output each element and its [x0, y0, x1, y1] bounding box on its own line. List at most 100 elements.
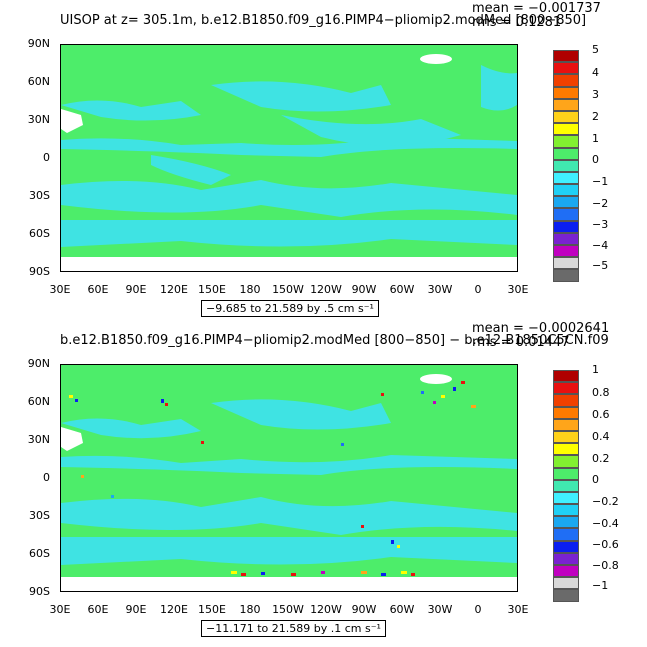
colorbar-swatch [553, 159, 579, 172]
colorbar-swatch [553, 394, 579, 407]
colorbar [553, 370, 579, 602]
lon-tick: 0 [474, 603, 482, 616]
colorbar-swatch [553, 528, 579, 541]
colorbar-swatch [553, 147, 579, 160]
colorbar-label: −5 [592, 259, 609, 272]
colorbar-label: −2 [592, 197, 609, 210]
lat-tick: 30N [27, 433, 50, 446]
range-label: −11.171 to 21.589 by .1 cm s⁻¹ [201, 620, 386, 637]
lon-tick: 90W [351, 603, 377, 616]
range-label: −9.685 to 21.589 by .5 cm s⁻¹ [201, 300, 379, 317]
lat-tick: 60N [27, 395, 50, 408]
colorbar-swatch [553, 552, 579, 565]
colorbar-label: 1 [592, 132, 599, 145]
lon-tick: 30E [49, 603, 71, 616]
colorbar-swatch [553, 123, 579, 136]
colorbar-swatch [553, 504, 579, 517]
lon-tick: 150W [272, 283, 304, 296]
colorbar-swatch [553, 430, 579, 444]
antarctic-missing [61, 257, 517, 271]
rms-value: rms = 0.01447 [472, 335, 570, 350]
lon-tick: 120E [160, 283, 188, 296]
colorbar-swatch [553, 208, 579, 221]
anomaly-specks [69, 381, 476, 576]
map-svg [61, 45, 517, 271]
colorbar [553, 50, 579, 282]
lon-tick: 60E [87, 603, 109, 616]
lat-tick: 30N [27, 113, 50, 126]
colorbar-swatch [553, 467, 579, 480]
colorbar-label: −0.6 [592, 538, 619, 551]
lon-tick: 30W [427, 283, 453, 296]
lat-tick: 90S [29, 265, 50, 278]
lon-tick: 60W [389, 603, 415, 616]
lon-tick: 90E [125, 283, 147, 296]
lat-tick: 60S [29, 547, 50, 560]
colorbar-label: 0 [592, 153, 599, 166]
lat-tick: 30S [29, 509, 50, 522]
panel-title: UISOP at z= 305.1m, b.e12.B1850.f09_g16.… [60, 13, 587, 28]
colorbar-label: −3 [592, 218, 609, 231]
colorbar-swatch [553, 418, 579, 431]
colorbar-swatch [553, 171, 579, 185]
lon-tick: 90E [125, 603, 147, 616]
colorbar-swatch [553, 479, 579, 492]
colorbar-label: 5 [592, 43, 599, 56]
lon-tick: 90W [351, 283, 377, 296]
lat-tick: 90S [29, 585, 50, 598]
colorbar-label: 0.6 [592, 408, 610, 421]
map-plot [60, 44, 518, 272]
lat-tick: 90N [27, 37, 50, 50]
colorbar-label: 2 [592, 110, 599, 123]
lon-tick: 30E [507, 603, 529, 616]
colorbar-label: −0.4 [592, 517, 619, 530]
colorbar-swatch [553, 382, 579, 395]
lat-tick: 0 [43, 471, 50, 484]
colorbar-swatch [553, 135, 579, 148]
lon-tick: 60W [389, 283, 415, 296]
lat-tick: 90N [27, 357, 50, 370]
lat-tick: 0 [43, 151, 50, 164]
colorbar-swatch [553, 443, 579, 456]
lon-tick: 150E [198, 603, 226, 616]
colorbar-swatch [553, 232, 579, 245]
lon-tick: 120E [160, 603, 188, 616]
panel-title: b.e12.B1850.f09_g16.PIMP4−pliomip2.modMe… [60, 333, 609, 348]
coast-missing [61, 109, 83, 133]
colorbar-swatch [553, 455, 579, 468]
colorbar-swatch [553, 74, 579, 87]
lon-tick: 30E [49, 283, 71, 296]
colorbar-label: −1 [592, 175, 609, 188]
lon-tick: 120W [310, 283, 342, 296]
negative-bands [61, 65, 517, 247]
colorbar-swatch [553, 184, 579, 197]
colorbar-label: 0.4 [592, 430, 610, 443]
lon-tick: 0 [474, 283, 482, 296]
colorbar-swatch [553, 62, 579, 75]
mean-value: mean = −0.001737 [472, 1, 601, 16]
colorbar-swatch [553, 50, 579, 63]
colorbar-swatch [553, 220, 579, 233]
colorbar-label: −1 [592, 579, 609, 592]
colorbar-swatch [553, 516, 579, 529]
coast-missing [61, 427, 83, 451]
lat-tick: 30S [29, 189, 50, 202]
colorbar-swatch [553, 196, 579, 209]
map-svg [61, 365, 517, 591]
colorbar-label: 0 [592, 473, 599, 486]
colorbar-label: 0.2 [592, 452, 610, 465]
colorbar-label: 3 [592, 88, 599, 101]
colorbar-label: −4 [592, 239, 609, 252]
colorbar-label: 0.8 [592, 386, 610, 399]
mean-value: mean = −0.0002641 [472, 321, 610, 336]
rms-value: rms = 0.1281 [472, 15, 562, 30]
colorbar-swatch [553, 540, 579, 553]
colorbar-label: −0.8 [592, 559, 619, 572]
panel-top: UISOP at z= 305.1m, b.e12.B1850.f09_g16.… [0, 0, 647, 320]
lon-tick: 120W [310, 603, 342, 616]
colorbar-swatch [553, 86, 579, 99]
lon-tick: 150W [272, 603, 304, 616]
lon-tick: 60E [87, 283, 109, 296]
lon-tick: 150E [198, 283, 226, 296]
colorbar-swatch [553, 269, 579, 282]
